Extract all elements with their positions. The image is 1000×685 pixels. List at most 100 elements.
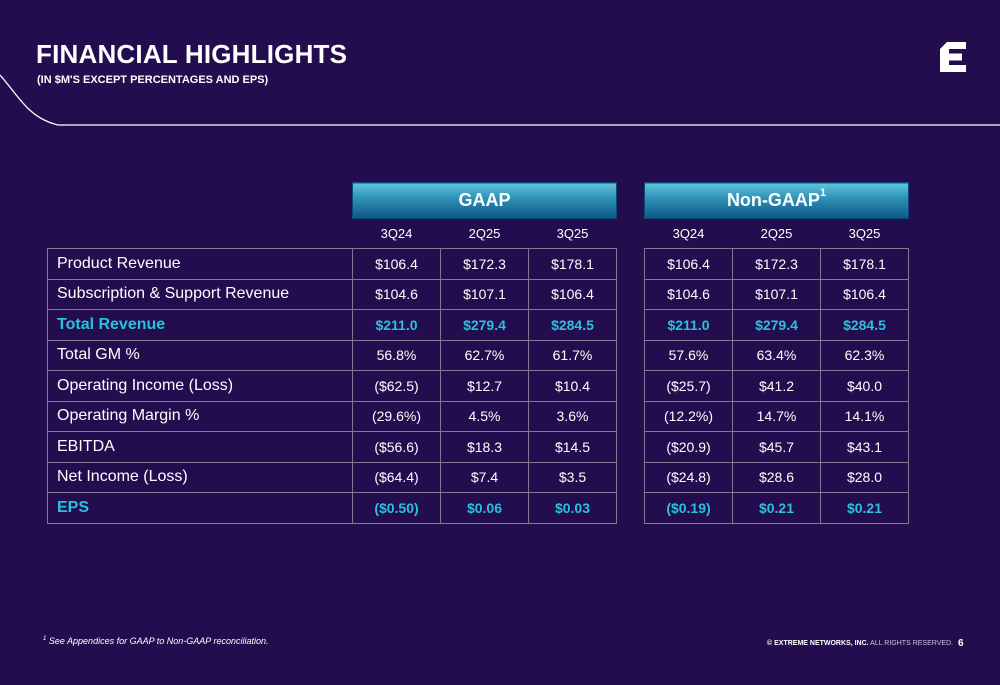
non-gaap-col-header: 3Q25 [820, 218, 909, 249]
non-gaap-value-cell: 14.7% [732, 400, 821, 432]
gaap-table: GAAP 3Q24 2Q25 3Q25 Product Revenue $106.… [47, 182, 617, 524]
non-gaap-value-cell: $43.1 [820, 431, 909, 463]
gaap-header: GAAP [352, 182, 617, 219]
gaap-value-cell: $106.4 [352, 248, 441, 280]
gaap-title: GAAP [458, 190, 511, 210]
non-gaap-title: Non-GAAP [726, 190, 820, 210]
non-gaap-table-row: ($0.19) $0.21 $0.21 [644, 492, 909, 524]
gaap-table-row: Operating Income (Loss) ($62.5) $12.7 $10.4 [47, 370, 617, 402]
gaap-value-cell: $172.3 [440, 248, 529, 280]
gaap-value-cell: $0.03 [528, 492, 617, 524]
non-gaap-value-cell: $106.4 [820, 278, 909, 310]
non-gaap-table-row: ($24.8) $28.6 $28.0 [644, 461, 909, 493]
gaap-value-cell: ($64.4) [352, 461, 441, 493]
non-gaap-table-row: $106.4 $172.3 $178.1 [644, 248, 909, 280]
row-label: Subscription & Support Revenue [47, 278, 353, 310]
gaap-value-cell: (29.6%) [352, 400, 441, 432]
gaap-table-row: Total Revenue $211.0 $279.4 $284.5 [47, 309, 617, 341]
gaap-table-row: Product Revenue $106.4 $172.3 $178.1 [47, 248, 617, 280]
non-gaap-value-cell: $0.21 [820, 492, 909, 524]
gaap-value-cell: ($56.6) [352, 431, 441, 463]
gaap-table-row: EBITDA ($56.6) $18.3 $14.5 [47, 431, 617, 463]
non-gaap-col-header: 3Q24 [644, 218, 733, 249]
copyright-company: © EXTREME NETWORKS, INC. [767, 640, 869, 647]
non-gaap-value-cell: 63.4% [732, 339, 821, 371]
non-gaap-value-cell: $41.2 [732, 370, 821, 402]
gaap-value-cell: $10.4 [528, 370, 617, 402]
non-gaap-value-cell: $172.3 [732, 248, 821, 280]
non-gaap-value-cell: $211.0 [644, 309, 733, 341]
non-gaap-table-row: $104.6 $107.1 $106.4 [644, 278, 909, 310]
non-gaap-footnote-marker: 1 [819, 187, 827, 199]
gaap-value-cell: $3.5 [528, 461, 617, 493]
gaap-value-cell: $279.4 [440, 309, 529, 341]
non-gaap-value-cell: ($0.19) [644, 492, 733, 524]
non-gaap-value-cell: $106.4 [644, 248, 733, 280]
gaap-value-cell: $14.5 [528, 431, 617, 463]
row-label: Product Revenue [47, 248, 353, 280]
page-number: 6 [958, 638, 964, 649]
non-gaap-col-header: 2Q25 [732, 218, 821, 249]
footnote-marker: 1 [43, 636, 47, 642]
non-gaap-value-cell: $28.0 [820, 461, 909, 493]
footnote: 1 See Appendices for GAAP to Non-GAAP re… [43, 636, 268, 646]
non-gaap-value-cell: $279.4 [732, 309, 821, 341]
gaap-value-cell: 4.5% [440, 400, 529, 432]
extreme-networks-logo-icon [940, 42, 966, 72]
gaap-value-cell: $178.1 [528, 248, 617, 280]
gaap-value-cell: $18.3 [440, 431, 529, 463]
header-divider-curve [0, 74, 1000, 126]
gaap-value-cell: $211.0 [352, 309, 441, 341]
non-gaap-value-cell: $0.21 [732, 492, 821, 524]
row-label: Operating Margin % [47, 400, 353, 432]
gaap-col-header: 3Q24 [352, 218, 441, 249]
non-gaap-table: Non-GAAP1 3Q24 2Q25 3Q25 $106.4 $172.3 $17… [644, 182, 909, 524]
gaap-value-cell: ($0.50) [352, 492, 441, 524]
gaap-value-cell: $106.4 [528, 278, 617, 310]
page-title: FINANCIAL HIGHLIGHTS [36, 39, 348, 69]
row-label: Total Revenue [47, 309, 353, 341]
gaap-table-row: Operating Margin % (29.6%) 4.5% 3.6% [47, 400, 617, 432]
gaap-value-cell: $107.1 [440, 278, 529, 310]
gaap-value-cell: 62.7% [440, 339, 529, 371]
page-subtitle: (IN $M'S EXCEPT PERCENTAGES AND EPS) [37, 74, 269, 86]
gaap-value-cell: ($62.5) [352, 370, 441, 402]
non-gaap-value-cell: 57.6% [644, 339, 733, 371]
row-label: Net Income (Loss) [47, 461, 353, 493]
non-gaap-value-cell: ($20.9) [644, 431, 733, 463]
non-gaap-table-row: (12.2%) 14.7% 14.1% [644, 400, 909, 432]
non-gaap-value-cell: 62.3% [820, 339, 909, 371]
non-gaap-header: Non-GAAP1 [644, 182, 909, 219]
footnote-text: See Appendices for GAAP to Non-GAAP reco… [48, 636, 269, 646]
blank-corner [48, 183, 353, 219]
gaap-value-cell: 3.6% [528, 400, 617, 432]
row-label: Total GM % [47, 339, 353, 371]
non-gaap-value-cell: $40.0 [820, 370, 909, 402]
gaap-table-row: Subscription & Support Revenue $104.6 $107… [47, 278, 617, 310]
non-gaap-value-cell: ($25.7) [644, 370, 733, 402]
non-gaap-value-cell: $178.1 [820, 248, 909, 280]
non-gaap-table-row: 57.6% 63.4% 62.3% [644, 339, 909, 371]
non-gaap-value-cell: $107.1 [732, 278, 821, 310]
non-gaap-value-cell: $284.5 [820, 309, 909, 341]
gaap-value-cell: 56.8% [352, 339, 441, 371]
gaap-value-cell: $104.6 [352, 278, 441, 310]
gaap-col-header: 2Q25 [440, 218, 529, 249]
gaap-col-header: 3Q25 [528, 218, 617, 249]
blank-corner [48, 219, 353, 249]
gaap-table-row: EPS ($0.50) $0.06 $0.03 [47, 492, 617, 524]
row-label: Operating Income (Loss) [47, 370, 353, 402]
non-gaap-value-cell: (12.2%) [644, 400, 733, 432]
non-gaap-value-cell: $104.6 [644, 278, 733, 310]
non-gaap-value-cell: ($24.8) [644, 461, 733, 493]
gaap-value-cell: $0.06 [440, 492, 529, 524]
copyright: © EXTREME NETWORKS, INC. ALL RIGHTS RESE… [767, 640, 953, 647]
gaap-table-row: Net Income (Loss) ($64.4) $7.4 $3.5 [47, 461, 617, 493]
non-gaap-value-cell: $45.7 [732, 431, 821, 463]
gaap-table-row: Total GM % 56.8% 62.7% 61.7% [47, 339, 617, 371]
non-gaap-value-cell: $28.6 [732, 461, 821, 493]
non-gaap-table-row: $211.0 $279.4 $284.5 [644, 309, 909, 341]
gaap-value-cell: $284.5 [528, 309, 617, 341]
non-gaap-table-row: ($25.7) $41.2 $40.0 [644, 370, 909, 402]
gaap-value-cell: $7.4 [440, 461, 529, 493]
